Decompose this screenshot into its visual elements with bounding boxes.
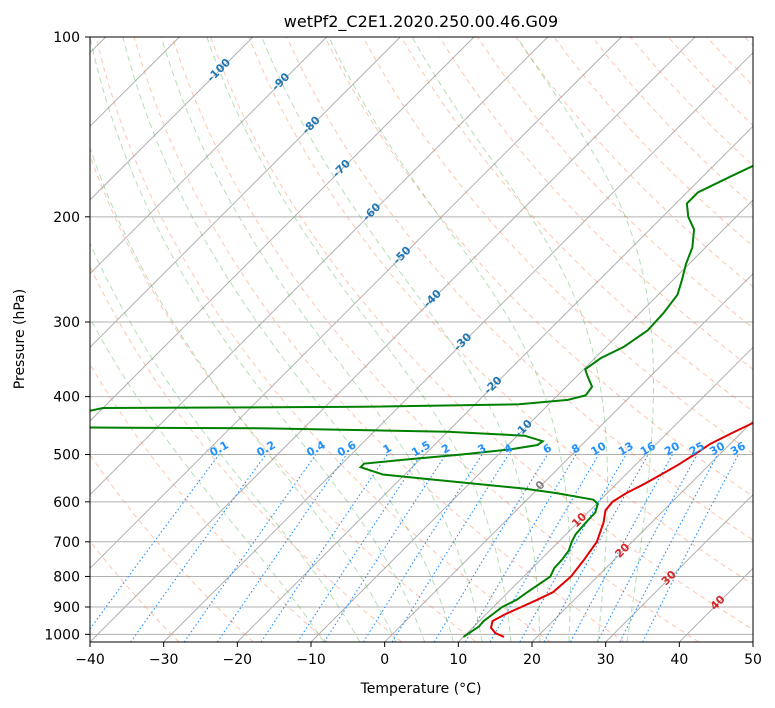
x-axis-title: Temperature (°C) xyxy=(360,681,482,697)
y-tick-label: 800 xyxy=(53,569,80,585)
moist-adiabat-line xyxy=(90,242,361,642)
isotherm-line xyxy=(163,51,753,642)
mixing-ratio-line xyxy=(130,454,267,642)
mixing-ratio-line xyxy=(260,454,388,642)
x-tick-label: −10 xyxy=(296,652,326,668)
dry-adiabat-line xyxy=(90,265,403,642)
isotherm-line xyxy=(236,125,753,642)
x-tick-label: −30 xyxy=(149,652,179,668)
mixing-ratio-line xyxy=(90,454,220,630)
isotherm-line xyxy=(90,37,696,642)
dry-adiabat-line xyxy=(171,37,700,642)
x-axis-ticks: −40 −30 −20 −10 0 10 20 30 40 50 xyxy=(75,642,762,668)
x-tick-label: 40 xyxy=(670,652,688,668)
x-tick-label: 20 xyxy=(523,652,541,668)
mixing-ratio-line xyxy=(433,454,548,642)
moist-adiabat-line xyxy=(160,37,483,642)
dry-adiabat-line xyxy=(400,37,753,412)
mixing-ratio-line xyxy=(183,454,317,642)
mixing-ratio-line xyxy=(519,454,627,642)
plot-frame xyxy=(89,36,754,643)
mixing-ratio-line xyxy=(596,454,698,642)
profile-lines xyxy=(90,164,753,638)
isotherm-line xyxy=(531,420,753,642)
isotherm-line xyxy=(90,37,254,201)
isotherm-line xyxy=(90,37,475,422)
x-tick-label: 10 xyxy=(449,652,467,668)
isotherm-line xyxy=(90,37,549,496)
x-tick-label: −20 xyxy=(223,652,253,668)
dry-adiabat-line xyxy=(90,453,254,642)
y-tick-label: 600 xyxy=(53,495,80,511)
moist-adiabat-line xyxy=(90,37,426,642)
isotherm-line xyxy=(90,37,622,570)
mixing-ratio-line xyxy=(489,454,600,642)
isotherm-line xyxy=(90,37,401,349)
moist-adiabat-line xyxy=(328,37,571,642)
dry-adiabat-line xyxy=(248,37,753,586)
dry-adiabat-line xyxy=(90,540,180,642)
dry-adiabat-line xyxy=(515,37,753,288)
mixing-ratio-line xyxy=(216,454,348,642)
moist-adiabat-line xyxy=(516,37,655,642)
y-tick-label: 300 xyxy=(53,315,80,331)
y-tick-label: 400 xyxy=(53,390,80,406)
x-tick-label: 0 xyxy=(380,652,389,668)
chart-title: wetPf2_C2E1.2020.250.00.46.G09 xyxy=(284,12,558,32)
mixing-ratio-line xyxy=(464,454,577,642)
x-tick-label: −40 xyxy=(75,652,105,668)
isotherm-line xyxy=(310,199,753,642)
isotherm-line xyxy=(457,346,753,642)
mixing-ratio-line xyxy=(297,454,422,642)
x-tick-label: 50 xyxy=(744,652,762,668)
dewpoint-line xyxy=(90,164,753,638)
background-lines xyxy=(90,37,753,642)
dry-adiabat-line xyxy=(362,37,753,455)
y-tick-label: 700 xyxy=(53,535,80,551)
y-tick-label: 100 xyxy=(53,30,80,46)
y-axis-title: Pressure (hPa) xyxy=(12,289,28,389)
isotherm-line xyxy=(90,37,328,275)
dry-adiabat-line xyxy=(90,153,477,642)
dry-adiabat-line xyxy=(210,37,753,631)
y-axis-ticks: 100 200 300 400 500 600 700 800 900 1000 xyxy=(44,30,90,643)
temperature-line xyxy=(489,421,753,638)
dry-adiabat-line xyxy=(95,37,551,642)
dry-adiabat-line xyxy=(90,363,328,642)
y-tick-label: 200 xyxy=(53,210,80,226)
moist-adiabat-line xyxy=(90,316,325,642)
dry-adiabat-line xyxy=(324,37,753,498)
x-tick-label: 30 xyxy=(597,652,615,668)
isotherm-line xyxy=(384,272,753,642)
dry-adiabat-line xyxy=(133,37,625,642)
mixing-ratio-line xyxy=(323,454,447,642)
moist-adiabat-line xyxy=(122,37,454,642)
isotherm-line xyxy=(605,493,753,642)
y-tick-label: 1000 xyxy=(44,627,80,643)
dry-adiabat-line xyxy=(286,37,753,541)
y-tick-label: 500 xyxy=(53,448,80,464)
moist-adiabat-line xyxy=(206,37,512,642)
moist-adiabat-line xyxy=(411,37,609,642)
y-tick-label: 900 xyxy=(53,600,80,616)
mixing-ratio-line xyxy=(569,454,673,642)
